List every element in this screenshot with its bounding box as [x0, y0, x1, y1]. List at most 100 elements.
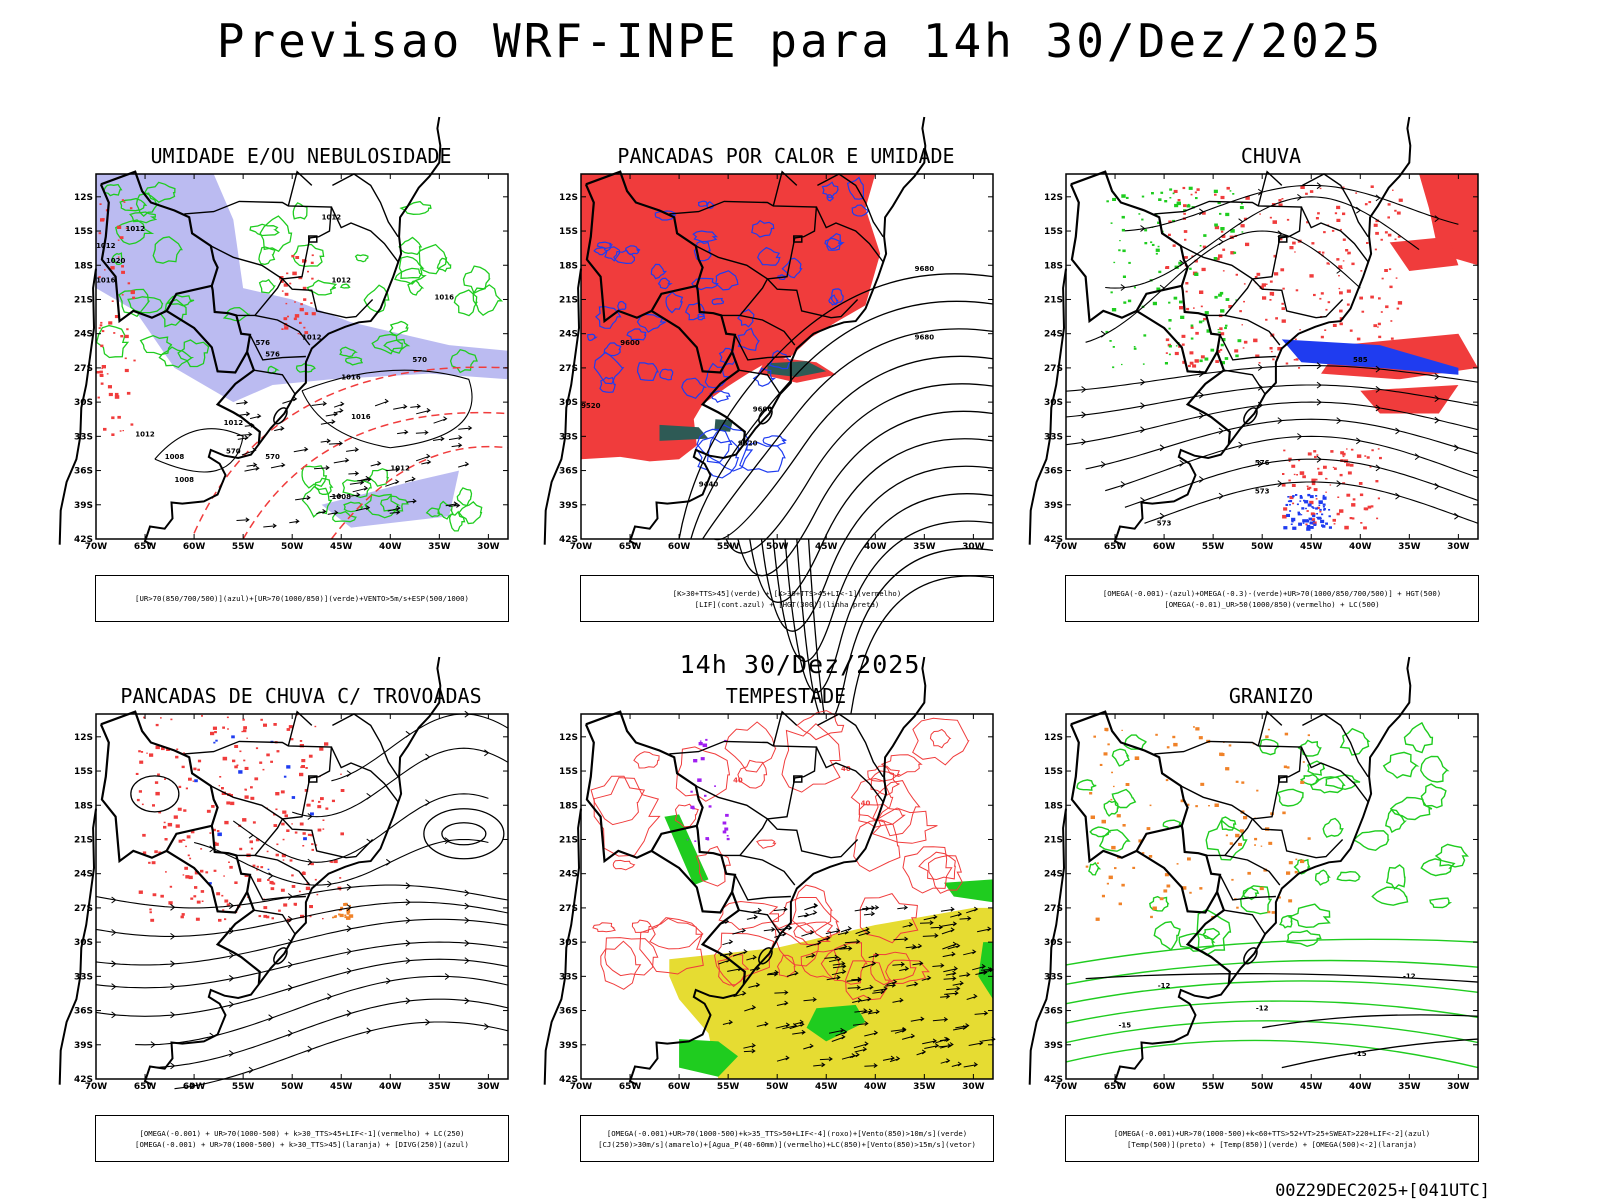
- speckle: [284, 292, 289, 296]
- contour: [590, 775, 646, 826]
- wind-vector: [410, 403, 422, 409]
- speckle: [100, 344, 104, 348]
- speckle: [1360, 270, 1363, 272]
- streamline-arrow: [248, 1066, 254, 1074]
- speckle: [157, 773, 160, 776]
- speckle: [1173, 296, 1178, 300]
- streamline-arrow: [1140, 402, 1146, 410]
- contour-label: -12: [1256, 1005, 1269, 1013]
- speckle: [221, 791, 226, 795]
- speckle: [1351, 262, 1355, 266]
- speckle: [1132, 866, 1136, 869]
- speckle: [1220, 332, 1225, 336]
- wind-vector: [873, 986, 888, 992]
- legend-line: [K>30+TTS>45](verde) + [K>30+TTS>45+LI<-…: [672, 588, 902, 598]
- wind-vector: [385, 479, 400, 487]
- streamline-arrow: [1238, 441, 1244, 449]
- contour: [453, 289, 478, 317]
- lon-label: 35W: [1398, 1082, 1421, 1092]
- panel-granizo: GRANIZO -12 -12 -12 -15 -15 12S 15S 18S 21S 24S 27…: [1028, 656, 1491, 1162]
- speckle: [1155, 733, 1158, 736]
- border-line: [332, 713, 399, 778]
- speckle: [119, 430, 122, 432]
- contour: [665, 291, 684, 314]
- wind-vector: [404, 476, 416, 483]
- contour: [1385, 864, 1406, 891]
- wind-vector: [746, 954, 757, 961]
- legend-line: [CJ(250)>30m/s](amarelo)+[Agua_P(40-60mm…: [598, 1139, 976, 1149]
- wind-vector: [860, 984, 874, 991]
- speckle: [1236, 906, 1239, 909]
- contour: [828, 294, 839, 306]
- speckle: [291, 885, 296, 888]
- border-line: [772, 710, 798, 747]
- speckle: [1138, 213, 1141, 215]
- speckle: [1233, 251, 1237, 254]
- speckle: [1221, 361, 1225, 365]
- wind-vector: [966, 993, 978, 1000]
- lat-label: 12S: [74, 193, 93, 203]
- speckle: [303, 298, 307, 301]
- speckle: [322, 828, 325, 830]
- speckle: [1168, 220, 1172, 224]
- speckle: [344, 903, 346, 905]
- speckle: [217, 832, 222, 837]
- speckle: [1346, 493, 1351, 497]
- contour: [684, 302, 706, 321]
- speckle: [1258, 362, 1261, 364]
- speckle: [344, 902, 348, 906]
- border-line: [817, 713, 884, 778]
- streamline-arrow: [1434, 373, 1440, 380]
- panel-tempestade: TEMPESTADE 40 40 40 12S 15S 18S 21S 24S 27S 30S 33…: [543, 656, 1006, 1162]
- contour: [1287, 903, 1331, 929]
- contour-label: -12: [1403, 973, 1416, 981]
- speckle: [702, 743, 708, 748]
- streamline-arrow: [229, 1001, 235, 1008]
- streamline-arrow: [229, 974, 235, 982]
- speckle: [285, 302, 288, 305]
- speckle: [1292, 241, 1296, 245]
- speckle: [1305, 523, 1308, 526]
- border-line: [1223, 369, 1266, 395]
- speckle: [1313, 450, 1317, 453]
- streamline-arrow: [1375, 386, 1381, 393]
- speckle: [1166, 884, 1171, 888]
- lon-label: 50W: [766, 1082, 789, 1092]
- contour-label: 573: [1255, 487, 1270, 495]
- speckle: [1198, 736, 1203, 740]
- speckle: [1289, 504, 1291, 506]
- speckle: [200, 890, 205, 893]
- height-contour: [702, 328, 994, 540]
- speckle: [348, 914, 354, 918]
- speckle: [338, 909, 341, 912]
- contour-label: -15: [1119, 1022, 1132, 1030]
- border-line: [99, 183, 213, 324]
- speckle: [1286, 513, 1290, 517]
- speckle: [197, 768, 200, 771]
- speckle: [1200, 355, 1205, 359]
- speckle: [1194, 191, 1197, 194]
- speckle: [161, 747, 165, 751]
- speckle: [1169, 197, 1172, 199]
- wind-vector: [333, 408, 344, 414]
- speckle: [1269, 347, 1273, 350]
- contour: [258, 246, 276, 266]
- streamline-arrow: [1375, 194, 1381, 202]
- coastline: [1113, 656, 1412, 1086]
- contour: [1279, 914, 1293, 929]
- speckle: [305, 886, 311, 891]
- border-line: [766, 818, 859, 859]
- border-line: [1154, 740, 1303, 820]
- speckle: [100, 218, 105, 222]
- speckle: [1299, 859, 1305, 864]
- streamline-arrow: [1434, 482, 1440, 490]
- speckle: [1254, 837, 1258, 841]
- streamline: [1065, 401, 1479, 446]
- speckle: [242, 818, 247, 822]
- speckle: [311, 843, 314, 846]
- lon-label: 45W: [815, 542, 838, 552]
- contour-label: 573: [1157, 519, 1172, 527]
- speckle: [1106, 882, 1109, 885]
- speckle: [1312, 514, 1316, 518]
- contour: [697, 200, 709, 207]
